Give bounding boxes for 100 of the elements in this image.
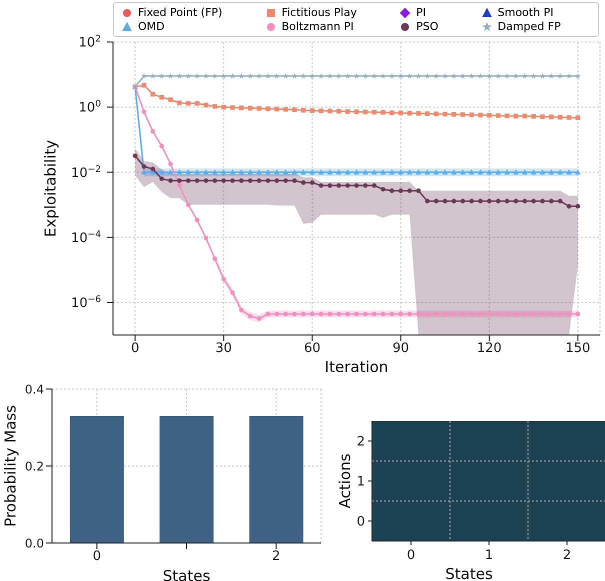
point: [354, 109, 359, 114]
point: [496, 113, 500, 118]
point: [531, 114, 536, 119]
point: [548, 169, 554, 175]
point: [274, 169, 280, 175]
point: [451, 73, 457, 78]
point: [266, 178, 270, 183]
legend-label: Damped FP: [498, 20, 561, 33]
point: [513, 169, 519, 175]
point: [168, 169, 174, 175]
point: [363, 110, 368, 114]
point: [221, 276, 226, 282]
point: [433, 73, 440, 78]
point: [576, 312, 580, 316]
point: [558, 312, 562, 316]
point: [142, 109, 146, 114]
point: [390, 188, 394, 194]
point: [168, 178, 173, 183]
point: [496, 312, 500, 316]
point: [248, 178, 253, 183]
point: [549, 198, 554, 204]
point: [345, 109, 350, 114]
point: [309, 73, 316, 78]
point: [390, 312, 394, 316]
point: [372, 312, 377, 316]
point: [380, 169, 386, 175]
point: [310, 312, 315, 316]
point: [504, 169, 510, 175]
point: [460, 312, 466, 316]
y-axis-title: Exploitability: [41, 140, 60, 238]
point: [204, 178, 208, 183]
point: [566, 73, 572, 78]
point: [380, 73, 386, 78]
point: [434, 312, 438, 316]
point: [194, 73, 200, 78]
point: [442, 312, 448, 316]
category-label: 2: [356, 434, 365, 450]
point: [247, 169, 254, 175]
point: [540, 73, 546, 78]
point: [504, 114, 510, 118]
point: [239, 178, 244, 183]
point: [177, 100, 182, 106]
point: [469, 312, 474, 316]
point: [478, 112, 483, 118]
point: [300, 73, 306, 78]
point: [363, 183, 368, 188]
point: [150, 166, 156, 172]
y-tick-label: 10$^{−4}$: [71, 230, 102, 246]
point: [478, 169, 484, 175]
point: [478, 73, 484, 78]
point: [371, 169, 377, 175]
x-tick-label: 30: [215, 341, 232, 356]
point: [230, 178, 235, 183]
point: [540, 114, 545, 119]
point: [478, 198, 483, 204]
legend-label: Boltzmann PI: [282, 20, 354, 33]
x-tick-label: 150: [565, 341, 590, 356]
point: [336, 312, 342, 316]
point: [504, 312, 510, 316]
point: [460, 169, 466, 175]
point: [407, 188, 412, 194]
point: [380, 186, 386, 192]
point: [460, 73, 466, 78]
point: [150, 129, 156, 134]
point: [530, 73, 536, 78]
point: [336, 108, 342, 114]
x-tick-label: 0: [130, 341, 140, 356]
point: [327, 169, 333, 175]
point: [371, 73, 378, 78]
point: [256, 316, 262, 321]
point: [230, 169, 236, 175]
point: [486, 73, 492, 78]
point: [354, 183, 359, 188]
legend-label: Smooth PI: [498, 6, 554, 19]
point: [300, 169, 306, 175]
point: [256, 73, 262, 78]
point: [186, 178, 191, 183]
point: [230, 73, 236, 78]
point: [468, 73, 474, 78]
point: [274, 106, 280, 112]
point: [230, 105, 235, 110]
point: [425, 312, 430, 316]
point: [452, 112, 456, 117]
y-tick-label: 10$^{−2}$: [71, 164, 101, 181]
point: [230, 290, 235, 295]
point: [460, 198, 466, 204]
point: [203, 73, 209, 78]
point: [327, 73, 333, 78]
y-tick-label: 0.4: [24, 382, 44, 396]
point: [238, 73, 244, 78]
point: [159, 176, 164, 182]
y-tick-label: 10$^{2}$: [78, 34, 101, 51]
point: [558, 198, 562, 204]
point: [469, 112, 474, 118]
point: [168, 162, 173, 166]
point: [239, 308, 244, 312]
point: [266, 106, 270, 112]
point: [486, 169, 492, 175]
legend-label: PI: [416, 6, 426, 19]
point: [398, 169, 404, 175]
